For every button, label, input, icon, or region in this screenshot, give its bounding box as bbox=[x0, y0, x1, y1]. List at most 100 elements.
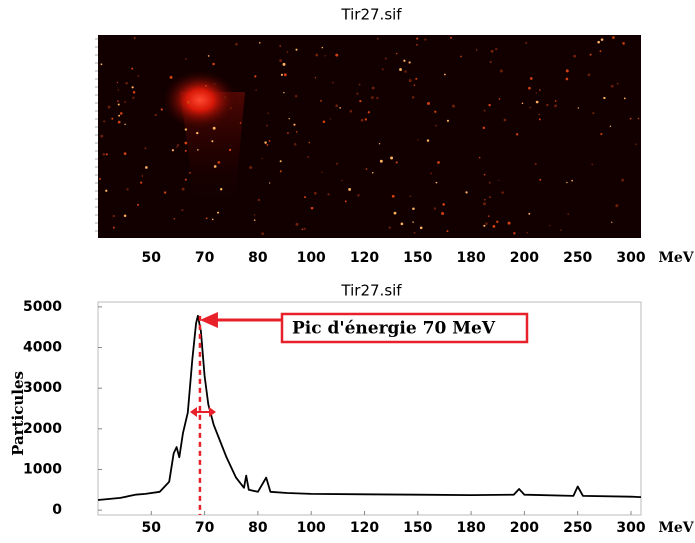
speckle bbox=[535, 100, 539, 104]
speckle bbox=[538, 113, 540, 116]
x-tick-label: 120 bbox=[350, 520, 379, 536]
speckle bbox=[528, 86, 531, 90]
speckle bbox=[255, 89, 257, 91]
speckle bbox=[116, 81, 119, 84]
speckle bbox=[424, 38, 427, 41]
speckle bbox=[266, 144, 269, 146]
speckle bbox=[324, 55, 326, 57]
speckle bbox=[573, 54, 577, 58]
speckle bbox=[184, 149, 187, 152]
speckle bbox=[623, 97, 626, 100]
speckle bbox=[99, 177, 101, 180]
x-tick-label: 300 bbox=[616, 250, 645, 266]
speckle bbox=[476, 49, 478, 51]
speckle bbox=[171, 149, 175, 152]
speckle bbox=[103, 120, 106, 123]
speckle bbox=[144, 147, 147, 150]
speckle bbox=[137, 74, 140, 77]
speckle bbox=[184, 141, 188, 145]
speckle bbox=[211, 140, 214, 143]
speckle bbox=[444, 73, 446, 76]
speckle bbox=[395, 161, 398, 164]
speckle bbox=[160, 108, 163, 111]
speckle bbox=[408, 79, 412, 83]
speckle bbox=[212, 126, 216, 130]
speckle bbox=[566, 181, 568, 184]
speckle bbox=[217, 211, 220, 214]
speckle bbox=[279, 45, 281, 47]
x-tick-label: 120 bbox=[350, 250, 379, 266]
speckle bbox=[207, 55, 210, 57]
speckle bbox=[322, 120, 326, 124]
speckle bbox=[529, 106, 532, 109]
image-area bbox=[98, 35, 641, 238]
speckle bbox=[433, 207, 437, 210]
speckle bbox=[105, 153, 108, 156]
speckle bbox=[565, 77, 569, 81]
speckle bbox=[437, 161, 440, 164]
speckle bbox=[279, 170, 282, 173]
speckle bbox=[261, 232, 264, 236]
x-tick-label: 250 bbox=[563, 250, 592, 266]
speckle bbox=[293, 123, 296, 126]
speckle bbox=[413, 231, 416, 234]
speckle bbox=[577, 107, 580, 109]
speckle bbox=[181, 187, 185, 191]
speckle bbox=[485, 222, 488, 225]
speckle bbox=[320, 100, 322, 102]
chart-title: Tir27.sif bbox=[340, 282, 402, 300]
x-tick-label: 50 bbox=[142, 520, 162, 536]
speckle bbox=[365, 168, 368, 170]
speckle bbox=[391, 194, 395, 198]
speckle bbox=[483, 224, 486, 227]
x-tick-label: 180 bbox=[456, 520, 485, 536]
speckle bbox=[131, 86, 134, 89]
speckle bbox=[460, 55, 462, 58]
speckle bbox=[609, 125, 612, 128]
speckle bbox=[490, 49, 494, 53]
speckle bbox=[223, 96, 226, 99]
speckle bbox=[376, 96, 379, 100]
speckle bbox=[280, 73, 284, 76]
speckle bbox=[344, 200, 347, 203]
speckle bbox=[492, 224, 496, 228]
y-tick-label: 4000 bbox=[23, 340, 62, 356]
speckle bbox=[600, 38, 604, 41]
speckle bbox=[513, 232, 516, 235]
speckle bbox=[257, 198, 261, 202]
speckle bbox=[267, 112, 269, 114]
speckle bbox=[498, 179, 500, 182]
speckle bbox=[538, 118, 541, 121]
y-tick-label: 1000 bbox=[23, 461, 62, 477]
speckle bbox=[303, 227, 306, 230]
speckle bbox=[465, 191, 468, 194]
speckle bbox=[446, 119, 450, 122]
speckle bbox=[610, 84, 614, 88]
x-tick-label: 200 bbox=[510, 250, 539, 266]
speckle bbox=[484, 199, 486, 201]
speckle bbox=[117, 100, 119, 102]
speckle bbox=[489, 61, 492, 64]
speckle bbox=[452, 104, 455, 108]
speckle bbox=[107, 105, 111, 109]
speckle bbox=[415, 77, 418, 80]
speckle bbox=[169, 75, 173, 79]
speckle bbox=[100, 63, 103, 66]
chart-title: Tir27.sif bbox=[340, 6, 402, 24]
speckle bbox=[449, 36, 452, 39]
speckle bbox=[499, 69, 503, 73]
speckle bbox=[105, 189, 108, 192]
speckle bbox=[213, 165, 217, 168]
annotation-box bbox=[280, 312, 529, 344]
speckle bbox=[388, 226, 391, 229]
annotation-head bbox=[199, 312, 218, 328]
speckle bbox=[131, 67, 134, 70]
y-axis-label: Particules bbox=[9, 371, 27, 456]
speckle bbox=[565, 69, 569, 73]
speckle bbox=[286, 51, 289, 53]
speckle bbox=[376, 37, 379, 40]
speckle bbox=[403, 59, 406, 62]
speckle bbox=[186, 100, 190, 104]
speckle bbox=[488, 181, 491, 184]
speckle bbox=[189, 172, 191, 174]
